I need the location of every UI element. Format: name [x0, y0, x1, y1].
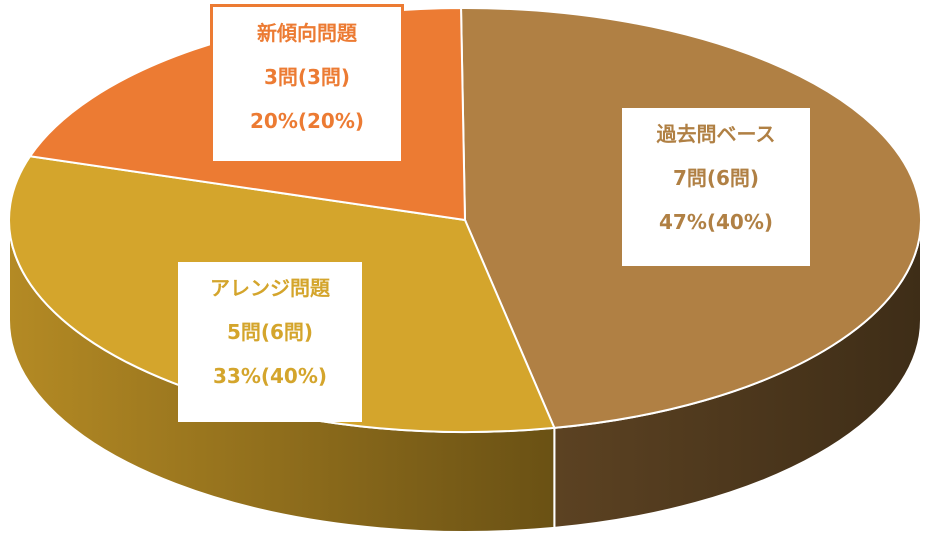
label-arranged-questions-count: 5問(6問): [226, 320, 314, 344]
label-new-trend-questions-count: 3問(3問): [263, 65, 351, 89]
label-past-exam-base-count: 7問(6問): [672, 166, 760, 190]
label-arranged-questions-title: アレンジ問題: [210, 276, 330, 300]
label-arranged-questions: アレンジ問題 5問(6問) 33%(40%): [178, 262, 362, 422]
label-past-exam-base-title: 過去問ベース: [656, 122, 776, 146]
label-new-trend-questions: 新傾向問題 3問(3問) 20%(20%): [210, 4, 404, 164]
label-new-trend-questions-percent: 20%(20%): [249, 109, 365, 133]
label-past-exam-base: 過去問ベース 7問(6問) 47%(40%): [622, 108, 810, 266]
label-past-exam-base-percent: 47%(40%): [658, 210, 774, 234]
label-arranged-questions-percent: 33%(40%): [212, 364, 328, 388]
label-new-trend-questions-title: 新傾向問題: [257, 21, 357, 45]
